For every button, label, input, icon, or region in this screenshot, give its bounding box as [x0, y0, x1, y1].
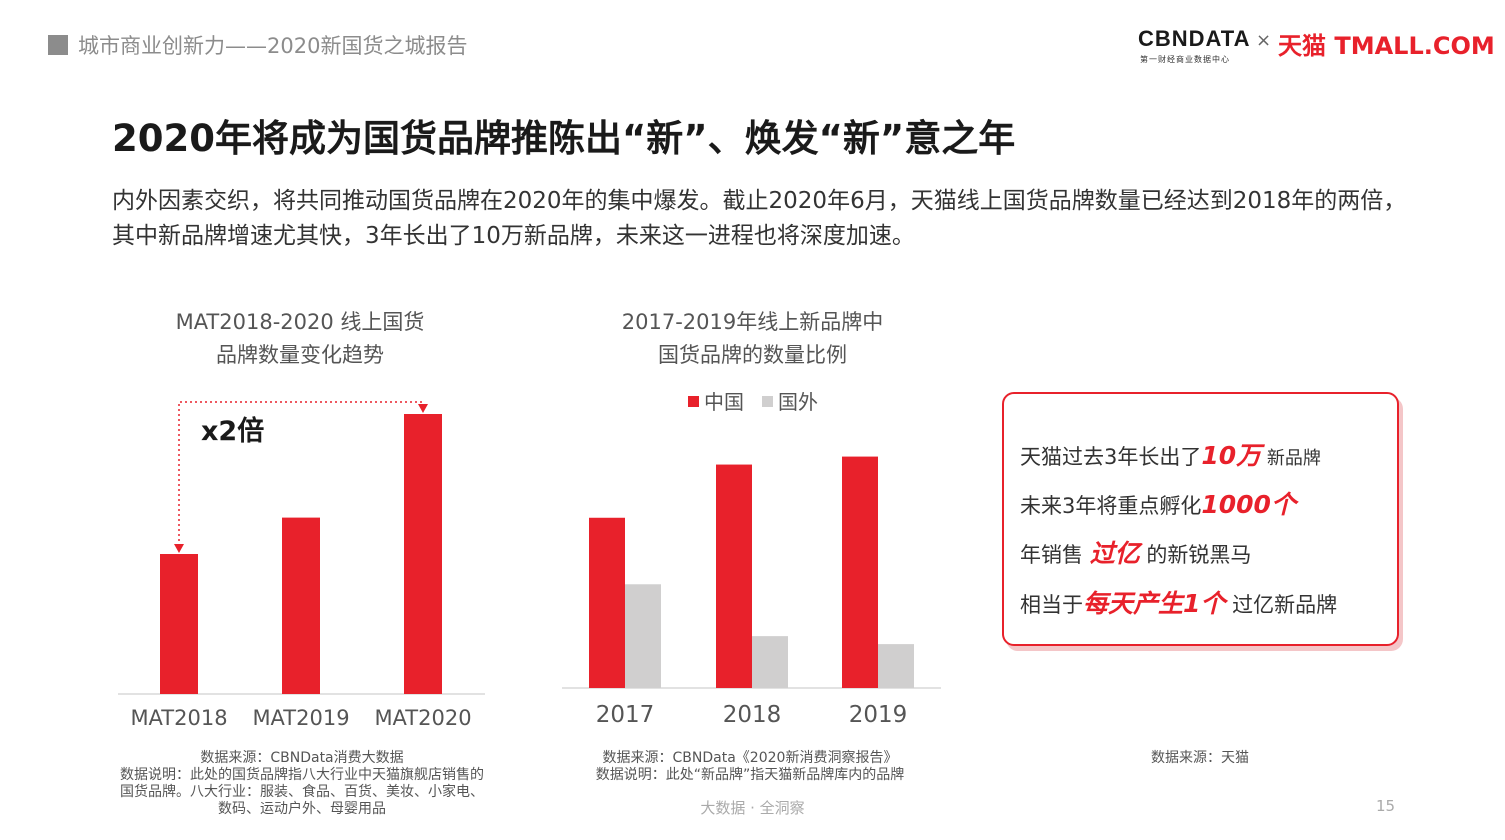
note1-line1: 数据来源：CBNData消费大数据 [200, 750, 404, 766]
chart2-title-line2: 国货品牌的数量比例 [658, 343, 847, 367]
highlight-row-3-post: 的新锐黑马 [1139, 543, 1252, 567]
logo-separator: × [1256, 30, 1272, 51]
note1-line2: 数据说明：此处的国货品牌指八大行业中天猫旗舰店销售的 [120, 767, 484, 783]
note1-line3: 国货品牌。八大行业：服装、食品、百货、美妆、小家电、 [120, 784, 484, 800]
highlight-row-4-emphasis: 每天产生1个 [1083, 589, 1226, 618]
chart2-bar-2018-1 [752, 636, 788, 688]
intro-paragraph: 内外因素交织，将共同推动国货品牌在2020年的集中爆发。截止2020年6月，天猫… [112, 188, 1407, 249]
logo: CBNDATA 第一财经商业数据中心 × 天猫 TMALL.COM [1138, 26, 1495, 66]
chart1-xtick-MAT2018: MAT2018 [130, 706, 227, 730]
chart1-xtick-MAT2020: MAT2020 [374, 706, 471, 730]
chart2-bar-2019-1 [878, 644, 914, 688]
footer-tagline: 大数据 · 全洞察 [700, 799, 805, 817]
chart2-legend-swatch-0 [688, 396, 699, 407]
highlight-row-1-post: 新品牌 [1261, 448, 1321, 469]
chart1-annotation-label: x2倍 [201, 415, 264, 447]
highlight-row-4: 相当于每天产生1个 过亿新品牌 [1020, 584, 1337, 620]
note2-line2: 数据说明：此处“新品牌”指天猫新品牌库内的品牌 [595, 767, 905, 783]
chart2-bar-2019-0 [842, 456, 878, 688]
chart2-title-line1: 2017-2019年线上新品牌中 [621, 310, 884, 334]
chart1-xtick-MAT2019: MAT2019 [252, 706, 349, 730]
chart1-bar-MAT2019 [282, 517, 320, 694]
chart1-annotation-arrow-right [418, 404, 428, 413]
note3-line1: 数据来源：天猫 [1151, 750, 1249, 766]
logo-cbndata: CBNDATA [1138, 26, 1251, 51]
note2-line1: 数据来源：CBNData《2020新消费洞察报告》 [602, 750, 898, 766]
highlight-box: 天猫过去3年长出了10万 新品牌 未来3年将重点孵化1000个 年销售 过亿 的… [1002, 392, 1399, 646]
page-number: 15 [1376, 797, 1396, 815]
page-title: 2020年将成为国货品牌推陈出“新”、焕发“新”意之年 [112, 117, 1016, 160]
highlight-row-3: 年销售 过亿 的新锐黑马 [1020, 534, 1251, 570]
chart2-xtick-2017: 2017 [596, 702, 655, 728]
chart1-title-line2: 品牌数量变化趋势 [216, 343, 384, 367]
highlight-row-4-post: 过亿新品牌 [1225, 593, 1338, 617]
logo-tmall: 天猫 TMALL.COM [1278, 32, 1495, 60]
brand-count-bar-chart: MAT2018 MAT2019 MAT2020 x2倍 [118, 401, 485, 730]
chart2-legend-label-0: 中国 [704, 390, 744, 414]
header-square-icon [48, 35, 68, 55]
chart2-legend-label-1: 国外 [778, 390, 818, 414]
chart1-title-line1: MAT2018-2020 线上国货 [175, 310, 425, 334]
new-brand-ratio-bar-chart: 中国 国外 2017 2018 2019 [562, 390, 941, 728]
chart2-bar-2017-1 [625, 584, 661, 688]
chart2-xtick-2019: 2019 [849, 702, 908, 728]
chart2-bar-2017-0 [589, 517, 625, 688]
chart2-xtick-2018: 2018 [723, 702, 782, 728]
report-title: 城市商业创新力——2020新国货之城报告 [78, 34, 468, 58]
highlight-row-1: 天猫过去3年长出了10万 新品牌 [1020, 436, 1321, 472]
highlight-row-3-emphasis: 过亿 [1089, 539, 1140, 568]
note1-line4: 数码、运动户外、母婴用品 [218, 801, 386, 817]
logo-cbndata-subtitle: 第一财经商业数据中心 [1140, 55, 1230, 64]
chart1-source-note: 数据来源：CBNData消费大数据 数据说明：此处的国货品牌指八大行业中天猫旗舰… [112, 750, 492, 818]
chart2-title: 2017-2019年线上新品牌中 国货品牌的数量比例 [560, 306, 945, 372]
highlight-row-2-emphasis: 1000个 [1201, 490, 1296, 519]
chart2-bar-2018-0 [716, 464, 752, 688]
chart2-legend-swatch-1 [762, 396, 773, 407]
highlight-row-2-pre: 未来3年将重点孵化 [1020, 494, 1202, 518]
highlight-row-3-pre: 年销售 [1020, 543, 1090, 567]
highlight-source-note: 数据来源：天猫 [1100, 750, 1300, 767]
highlight-row-2: 未来3年将重点孵化1000个 [1020, 485, 1296, 521]
chart1-title: MAT2018-2020 线上国货 品牌数量变化趋势 [120, 306, 480, 372]
highlight-row-1-emphasis: 10万 [1201, 441, 1262, 470]
chart2-source-note: 数据来源：CBNData《2020新消费洞察报告》 数据说明：此处“新品牌”指天… [565, 750, 935, 784]
chart1-annotation-arrow-left [174, 544, 184, 553]
chart1-bar-MAT2020 [404, 414, 442, 694]
chart1-bar-MAT2018 [160, 554, 198, 694]
highlight-row-4-pre: 相当于 [1020, 593, 1083, 617]
highlight-row-1-pre: 天猫过去3年长出了 [1020, 445, 1202, 469]
